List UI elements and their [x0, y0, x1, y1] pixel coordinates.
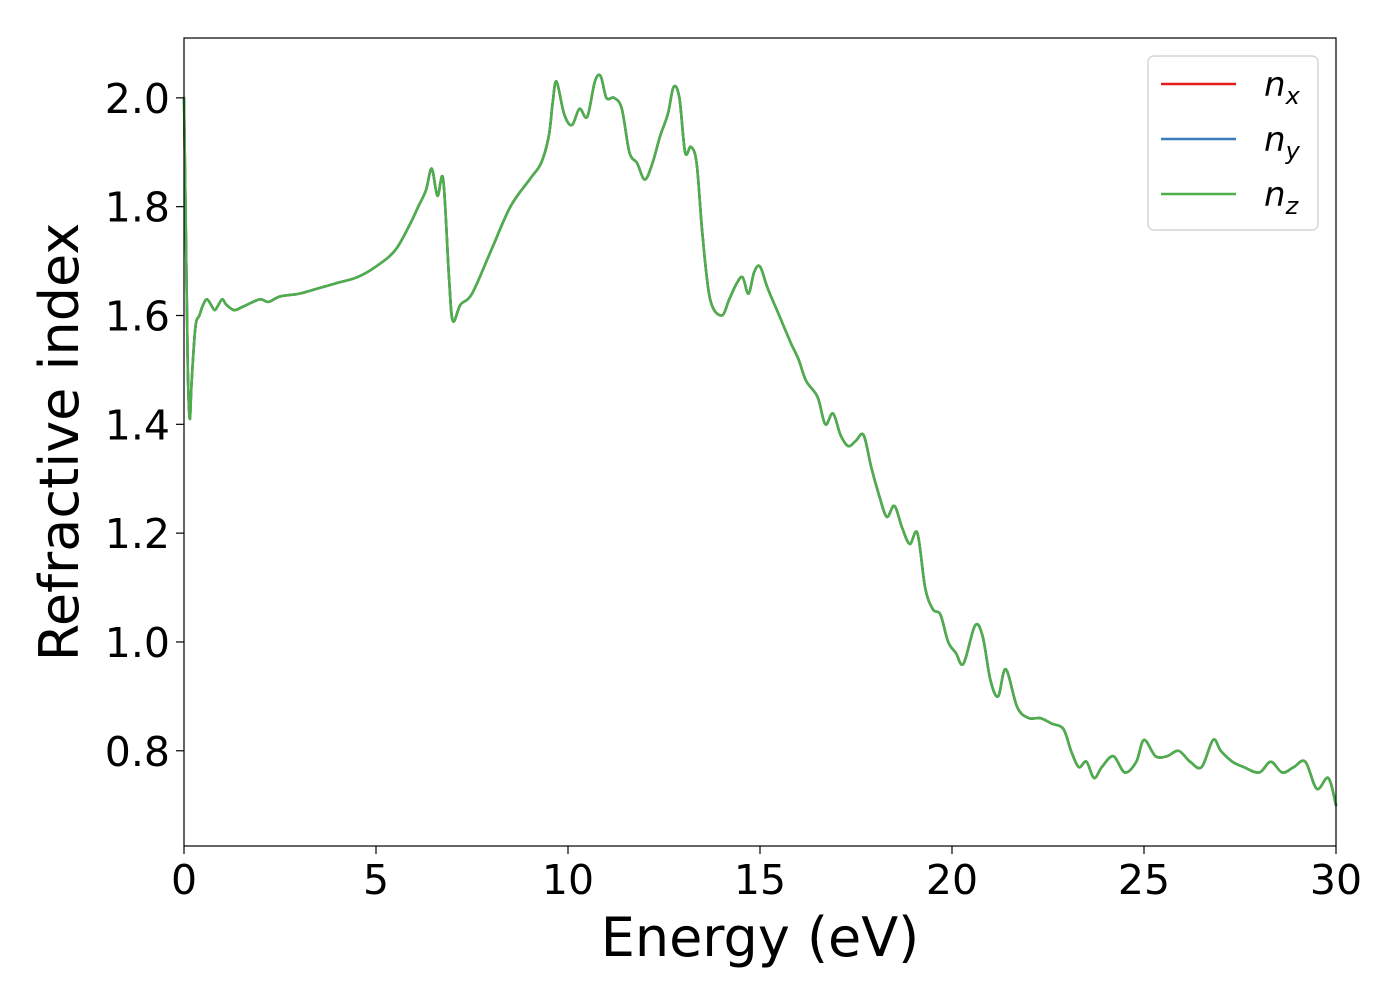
legend-box [1147, 55, 1319, 231]
y-tick-label: 0.8 [105, 728, 170, 776]
plot-frame [183, 37, 1337, 847]
series-line-nz [182, 73, 1338, 807]
x-tick-label: 25 [1118, 856, 1170, 904]
y-tick-label: 1.0 [105, 619, 170, 667]
y-tick-label: 1.2 [105, 510, 170, 558]
x-tick-label: 5 [363, 856, 389, 904]
x-axis-ticks: 0 5 10 15 20 25 30 [171, 846, 1362, 904]
y-tick-label: 1.8 [105, 184, 170, 232]
plot-area [184, 38, 1336, 846]
x-tick-label: 15 [734, 856, 786, 904]
x-tick-label: 0 [171, 856, 197, 904]
y-tick-label: 2.0 [105, 75, 170, 123]
x-tick-label: 30 [1310, 856, 1362, 904]
x-tick-label: 20 [926, 856, 978, 904]
x-tick-label: 10 [542, 856, 594, 904]
y-axis-ticks: 0.8 1.0 1.2 1.4 1.6 1.8 2.0 [105, 75, 184, 776]
x-axis-label: Energy (eV) [601, 906, 920, 969]
y-tick-label: 1.6 [105, 292, 170, 340]
y-tick-label: 1.4 [105, 401, 170, 449]
series-layer [182, 73, 1338, 807]
y-axis-label: Refractive index [28, 223, 91, 662]
